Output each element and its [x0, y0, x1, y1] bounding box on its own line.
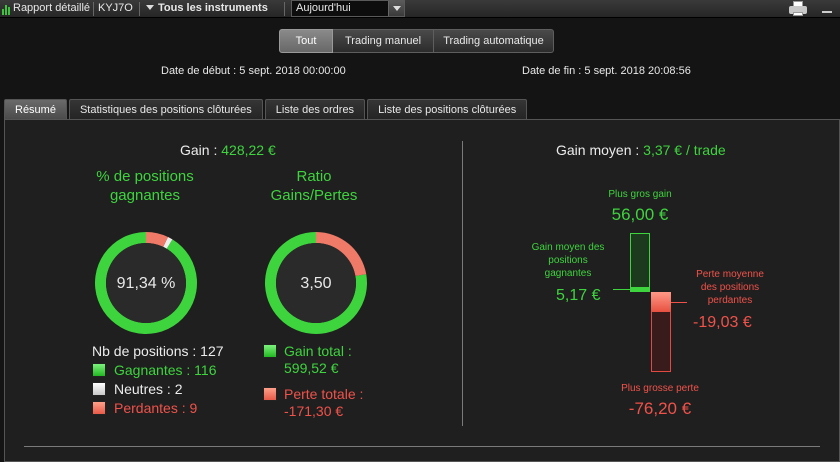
- avg-win-arrow: [613, 289, 630, 291]
- report-title: Rapport détaillé: [13, 2, 91, 14]
- top-toolbar: Rapport détaillé KYJ7O Tous les instrume…: [0, 0, 840, 18]
- mode-button-manual[interactable]: Trading manuel: [333, 29, 434, 53]
- period-select[interactable]: Aujourd'hui: [291, 0, 405, 17]
- losers-label: Perdantes : 9: [114, 400, 198, 416]
- loss-total-swatch: [263, 387, 277, 401]
- mode-button-auto[interactable]: Trading automatique: [434, 29, 554, 53]
- pct-winners-value: 91,34 %: [116, 275, 176, 292]
- gain-label: Gain :: [180, 142, 218, 158]
- neutral-label: Neutres : 2: [114, 381, 183, 397]
- gain-value: 428,22 €: [221, 142, 276, 158]
- bottom-divider: [24, 446, 820, 447]
- slice-losers: [146, 232, 168, 247]
- instruments-selector[interactable]: Tous les instruments: [142, 0, 272, 18]
- mode-button-all[interactable]: Tout: [279, 29, 333, 53]
- minimize-icon[interactable]: [820, 2, 836, 16]
- report-chart-icon: [2, 3, 11, 15]
- avg-loss-value: -19,03 €: [693, 314, 752, 331]
- start-date-value: 5 sept. 2018 00:00:00: [239, 65, 346, 77]
- gain-title: Gain : 428,22 €: [180, 142, 276, 158]
- avg-loss-arrow: [671, 302, 687, 304]
- positions-count: Nb de positions : 127: [92, 343, 224, 359]
- avg-gain-title: Gain moyen : 3,37 € / trade: [556, 142, 726, 158]
- trading-mode-toggle: Tout Trading manuel Trading automatique: [279, 29, 554, 53]
- slice-neutral: [163, 236, 173, 249]
- pct-winners-title: % de positions gagnantes: [96, 168, 194, 204]
- period-value: Aujourd'hui: [296, 2, 351, 14]
- winners-label: Gagnantes : 116: [114, 362, 217, 378]
- print-icon[interactable]: [789, 1, 807, 16]
- max-loss-label: Plus grosse perte: [621, 383, 699, 394]
- loss-total-value: -171,30 €: [284, 403, 344, 419]
- bar-avg-loss: [651, 292, 671, 313]
- gain-total-swatch: [263, 344, 277, 358]
- chevron-down-icon: [146, 5, 154, 10]
- gain-total-label: Gain total :: [284, 343, 352, 359]
- account-id[interactable]: KYJ7O: [98, 2, 133, 14]
- loss-total-label: Perte totale :: [284, 386, 364, 402]
- max-loss-value: -76,20 €: [628, 399, 692, 418]
- end-date: Date de fin : 5 sept. 2018 20:08:56: [522, 65, 691, 77]
- chevron-down-icon[interactable]: [388, 1, 404, 16]
- avg-gain-label: Gain moyen :: [556, 142, 640, 158]
- tab-closed-stats[interactable]: Statistiques des positions clôturées: [68, 99, 263, 120]
- start-date: Date de début : 5 sept. 2018 00:00:00: [161, 65, 346, 77]
- avg-loss-label: Perte moyenne des positions perdantes: [696, 269, 764, 306]
- bar-avg-win: [630, 286, 650, 292]
- ratio-value: 3,50: [300, 275, 332, 292]
- gain-total-value: 599,52 €: [284, 360, 339, 376]
- instruments-label: Tous les instruments: [158, 2, 268, 14]
- max-gain-value: 56,00 €: [611, 205, 669, 224]
- tab-closed-positions[interactable]: Liste des positions clôturées: [367, 99, 528, 120]
- ratio-title: Ratio Gains/Pertes: [270, 168, 358, 204]
- donut-hole: [106, 243, 186, 323]
- tab-summary[interactable]: Résumé: [4, 99, 67, 120]
- start-date-label: Date de début :: [161, 65, 237, 77]
- tab-orders[interactable]: Liste des ordres: [264, 99, 366, 120]
- winners-swatch: [92, 363, 106, 377]
- bar-max-gain: [630, 232, 650, 292]
- donut-hole: [276, 243, 356, 323]
- avg-win-value: 5,17 €: [556, 287, 601, 304]
- avg-win-label: Gain moyen des positions gagnantes: [531, 242, 605, 279]
- max-gain-label: Plus gros gain: [608, 189, 672, 200]
- avg-gain-value: 3,37 € / trade: [643, 142, 726, 158]
- pct-winners-donut: [95, 232, 198, 334]
- end-date-value: 5 sept. 2018 20:08:56: [584, 65, 691, 77]
- slice-loss-total: [316, 232, 367, 277]
- panel-divider: [462, 141, 463, 426]
- end-date-label: Date de fin :: [522, 65, 582, 77]
- losers-swatch: [92, 401, 106, 415]
- ratio-donut: [265, 232, 367, 334]
- neutral-swatch: [92, 382, 106, 396]
- report-tabs: Résumé Statistiques des positions clôtur…: [4, 99, 529, 120]
